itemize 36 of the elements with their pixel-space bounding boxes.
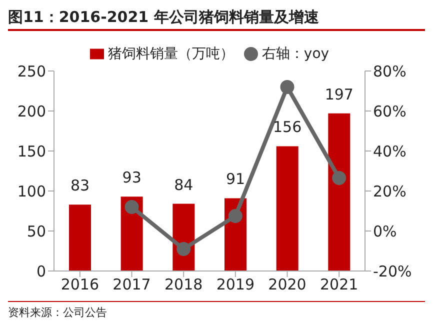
legend-label: 右轴：yoy: [262, 46, 330, 62]
x-tick-label: 2019: [216, 276, 255, 294]
y2-tick-label: 60%: [373, 102, 406, 120]
point: [280, 80, 294, 94]
y-tick-label: 100: [17, 182, 46, 200]
y-tick-label: 200: [17, 102, 46, 120]
point: [176, 242, 191, 256]
y-tick-label: 250: [17, 62, 46, 80]
chart-title: 图11：2016-2021 年公司猪饲料销量及增速: [8, 8, 425, 31]
legend-label: 猪饲料销量（万吨）: [108, 46, 234, 62]
bar: [276, 146, 298, 271]
point: [332, 171, 346, 185]
y2-tick-label: 40%: [373, 142, 406, 160]
data-label: 83: [70, 176, 90, 195]
y2-tick-label: 0%: [373, 222, 397, 240]
y2-tick-label: -20%: [373, 262, 412, 280]
data-label: 93: [122, 168, 142, 187]
text: 资料来源：公司公告: [8, 301, 425, 320]
y2-tick-label: 80%: [373, 62, 406, 80]
bar: [328, 113, 350, 271]
data-label: 84: [174, 176, 194, 194]
data-label: 91: [226, 170, 246, 188]
bar: [69, 204, 91, 271]
x-tick-label: 2016: [60, 276, 100, 294]
x-tick-label: 2018: [164, 276, 203, 294]
x-tick-label: 2021: [320, 276, 358, 294]
data-label: 197: [324, 85, 354, 104]
y2-tick-label: 20%: [373, 182, 406, 200]
y-tick-label: 50: [26, 222, 46, 240]
y-tick-label: 0: [36, 262, 46, 280]
x-tick-label: 2017: [112, 276, 151, 294]
point: [228, 209, 242, 223]
point: [124, 200, 139, 214]
x-tick-label: 2020: [268, 276, 306, 294]
data-label: 156: [273, 118, 302, 136]
y-tick-label: 150: [17, 142, 46, 160]
